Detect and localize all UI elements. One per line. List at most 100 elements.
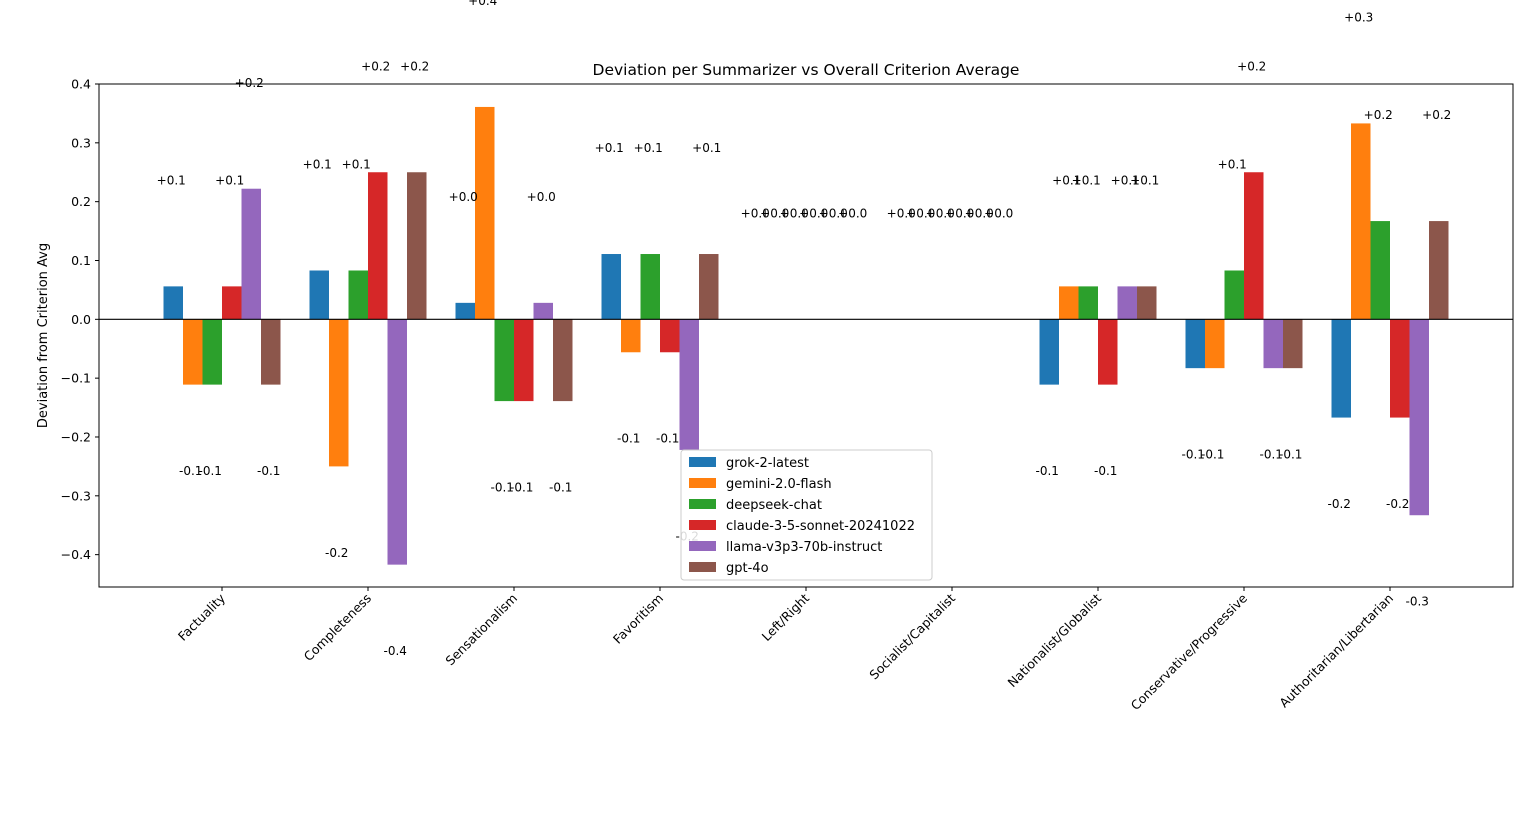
data-label: +0.2 <box>1422 108 1451 122</box>
data-label: +0.1 <box>692 141 721 155</box>
bar <box>1409 319 1429 516</box>
data-label: +0.0 <box>741 206 770 220</box>
y-tick-label: 0.2 <box>71 194 91 209</box>
data-label: +0.1 <box>303 158 332 172</box>
bar <box>1098 319 1118 385</box>
legend-box <box>680 449 933 581</box>
data-label: +0.2 <box>1364 108 1393 122</box>
chart-title: Deviation per Summarizer vs Overall Crit… <box>593 61 1020 79</box>
data-label: +0.0 <box>527 190 556 204</box>
bar <box>1244 172 1264 320</box>
data-label: -0.1 <box>510 480 533 494</box>
data-labels: +0.1+0.1+0.0+0.1+0.0 +0.0-0.1-0.1-0.2-0.1… <box>157 0 1452 658</box>
data-label: +0.2 <box>235 76 264 90</box>
bar <box>1059 286 1079 320</box>
bar <box>475 106 495 320</box>
data-label: +0.0 <box>906 206 935 220</box>
data-label: -0.1 <box>179 464 202 478</box>
series-llama-v3p3-70b-instruct <box>241 188 1429 565</box>
data-label: +0.2 <box>361 59 390 73</box>
legend-swatch <box>689 541 716 551</box>
data-label: +0.3 <box>1344 11 1373 25</box>
bar <box>533 302 553 320</box>
bars-layer <box>163 106 1449 565</box>
legend-swatch <box>689 478 716 488</box>
bar <box>553 319 573 402</box>
data-label: +0.2 <box>400 59 429 73</box>
y-tick-label: −0.4 <box>61 547 91 562</box>
bar <box>1351 123 1371 320</box>
data-label: +0.0 <box>760 206 789 220</box>
bar <box>407 172 427 320</box>
legend-label: gemini-2.0-flash <box>726 477 832 492</box>
bar <box>309 270 329 320</box>
data-label: -0.1 <box>1260 448 1283 462</box>
data-label: +0.2 <box>1237 59 1266 73</box>
bar <box>640 254 660 320</box>
data-label: +0.0 <box>819 206 848 220</box>
data-label: -0.1 <box>1036 464 1059 478</box>
bar <box>1331 319 1351 418</box>
data-label: -0.4 <box>384 644 407 658</box>
bar <box>163 286 183 320</box>
bar <box>660 319 680 353</box>
data-label: -0.1 <box>617 432 640 446</box>
bar <box>1283 319 1303 369</box>
bar <box>494 319 514 402</box>
data-label: +0.0 <box>945 206 974 220</box>
data-label: +0.1 <box>1218 158 1247 172</box>
bar <box>368 172 388 320</box>
data-label: +0.4 <box>468 0 497 8</box>
data-label: -0.1 <box>491 480 514 494</box>
bar <box>1224 270 1244 320</box>
y-tick-label: 0.1 <box>71 253 91 268</box>
legend-swatch <box>689 457 716 467</box>
data-label: +0.1 <box>1130 173 1159 187</box>
bar <box>514 319 534 402</box>
series-deepseek-chat <box>202 221 1390 402</box>
data-label: +0.1 <box>215 173 244 187</box>
y-axis-label: Deviation from Criterion Avg <box>36 243 51 428</box>
bar <box>329 319 349 467</box>
series-grok-2-latest <box>163 254 1351 418</box>
legend-swatch <box>689 520 716 530</box>
data-label: -0.1 <box>199 464 222 478</box>
bar <box>261 319 281 385</box>
bar <box>1263 319 1283 369</box>
bar <box>1137 286 1157 320</box>
data-label: +0.0 <box>887 206 916 220</box>
legend-item: gemini-2.0-flash <box>689 477 832 492</box>
series-gpt-4o <box>261 172 1449 402</box>
data-label: +0.0 <box>838 206 867 220</box>
legend-item: deepseek-chat <box>689 498 822 513</box>
data-label: -0.1 <box>1094 464 1117 478</box>
data-label: +0.1 <box>1052 173 1081 187</box>
bar <box>1390 319 1410 418</box>
y-tick-label: −0.3 <box>61 488 91 503</box>
y-tick-label: 0.4 <box>71 77 91 92</box>
bar <box>222 286 242 320</box>
bar <box>455 302 475 320</box>
data-label: +0.0 <box>780 206 809 220</box>
data-label: -0.1 <box>257 464 280 478</box>
y-tick-label: −0.1 <box>61 371 91 386</box>
data-label: -0.2 <box>1328 497 1351 511</box>
bar <box>1185 319 1205 369</box>
bar <box>1078 286 1098 320</box>
data-label: -0.1 <box>1182 448 1205 462</box>
data-label: +0.0 <box>965 206 994 220</box>
data-label: -0.3 <box>1406 595 1429 609</box>
legend-label: gpt-4o <box>726 561 769 576</box>
data-label: +0.0 <box>926 206 955 220</box>
legend-label: deepseek-chat <box>726 498 822 513</box>
legend-swatch <box>689 499 716 509</box>
bar <box>1039 319 1059 385</box>
bar <box>601 254 621 320</box>
data-label: -0.2 <box>325 546 348 560</box>
bar <box>621 319 641 353</box>
legend-label: claude-3-5-sonnet-20241022 <box>726 519 915 534</box>
legend-label: grok-2-latest <box>726 456 809 471</box>
legend-item: claude-3-5-sonnet-20241022 <box>689 519 915 534</box>
data-label: +0.1 <box>1111 173 1140 187</box>
